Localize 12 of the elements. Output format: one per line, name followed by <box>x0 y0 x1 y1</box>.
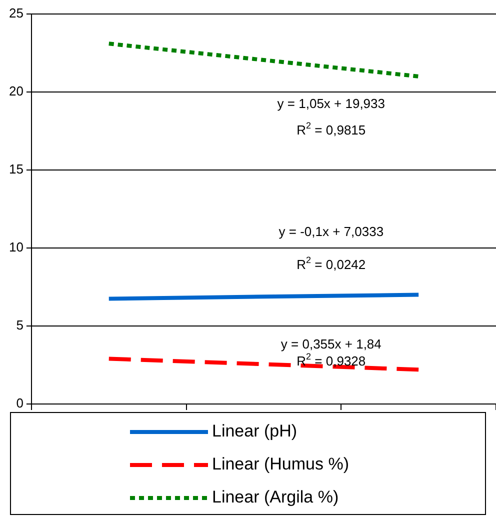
y-tick-label: 10 <box>8 240 24 255</box>
y-tick-label: 0 <box>16 396 24 411</box>
y-tick-label: 15 <box>8 162 24 177</box>
y-tick-label: 20 <box>8 84 24 99</box>
y-tick-label: 5 <box>16 318 24 333</box>
annotation: y = 0,355x + 1,84 <box>280 336 382 352</box>
legend-label: Linear (pH) <box>212 422 298 441</box>
annotation: y = 1,05x + 19,933 <box>277 96 386 112</box>
annotation: y = -0,1x + 7,0333 <box>278 224 384 239</box>
y-tick-label: 25 <box>8 6 24 21</box>
legend-label: Linear (Humus %) <box>212 454 349 474</box>
legend-label: Linear (Argila %) <box>212 488 339 507</box>
